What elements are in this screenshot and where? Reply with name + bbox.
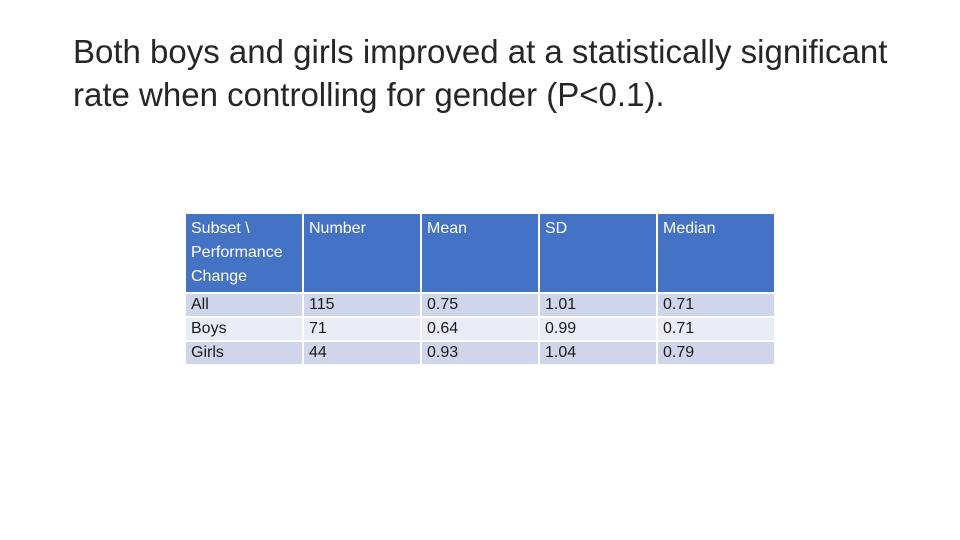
- cell-median: 0.71: [656, 316, 776, 342]
- table-header-row: Subset \ Performance Change Number Mean …: [184, 212, 776, 294]
- cell-subset: Girls: [184, 340, 304, 366]
- cell-sd: 0.99: [538, 316, 658, 342]
- cell-sd: 1.04: [538, 340, 658, 366]
- cell-mean: 0.64: [420, 316, 540, 342]
- table-row: All 115 0.75 1.01 0.71: [184, 292, 776, 318]
- cell-subset: All: [184, 292, 304, 318]
- header-mean: Mean: [420, 212, 540, 294]
- statistics-table: Subset \ Performance Change Number Mean …: [184, 212, 776, 366]
- table-row: Boys 71 0.64 0.99 0.71: [184, 316, 776, 342]
- slide-title: Both boys and girls improved at a statis…: [73, 33, 888, 113]
- cell-median: 0.71: [656, 292, 776, 318]
- cell-number: 71: [302, 316, 422, 342]
- table-row: Girls 44 0.93 1.04 0.79: [184, 340, 776, 366]
- cell-sd: 1.01: [538, 292, 658, 318]
- header-number: Number: [302, 212, 422, 294]
- cell-mean: 0.93: [420, 340, 540, 366]
- header-median: Median: [656, 212, 776, 294]
- header-subset: Subset \ Performance Change: [184, 212, 304, 294]
- cell-number: 115: [302, 292, 422, 318]
- cell-mean: 0.75: [420, 292, 540, 318]
- cell-median: 0.79: [656, 340, 776, 366]
- cell-number: 44: [302, 340, 422, 366]
- header-sd: SD: [538, 212, 658, 294]
- cell-subset: Boys: [184, 316, 304, 342]
